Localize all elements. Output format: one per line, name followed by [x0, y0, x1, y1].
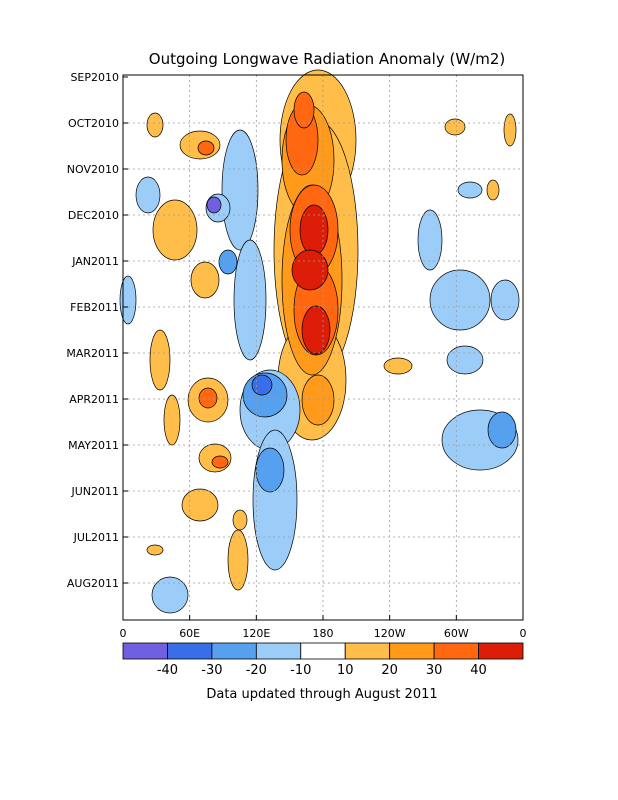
y-tick-label: MAR2011 — [66, 347, 119, 360]
colorbar-swatch — [300, 642, 346, 660]
colorbar-swatch — [344, 642, 391, 660]
anomaly-contour — [299, 204, 329, 256]
footer-note: Data updated through August 2011 — [206, 687, 437, 702]
anomaly-contour — [233, 239, 267, 361]
colorbar-label: -30 — [201, 663, 222, 678]
anomaly-contour — [444, 118, 466, 136]
colorbar-label: 10 — [337, 663, 354, 678]
anomaly-contour — [221, 129, 259, 251]
x-tick-label: 0 — [520, 627, 527, 640]
anomaly-contour — [163, 394, 181, 446]
colorbar-label: 40 — [470, 663, 487, 678]
colorbar-swatch — [389, 642, 435, 660]
colorbar-label: -40 — [157, 663, 178, 678]
colorbar-label: 30 — [426, 663, 443, 678]
anomaly-contour — [197, 140, 215, 156]
anomaly-contour — [152, 199, 198, 261]
anomaly-contour — [486, 179, 500, 201]
anomaly-contour — [218, 249, 238, 275]
anomaly-contour — [119, 275, 137, 325]
anomaly-contour — [487, 411, 517, 449]
y-axis: SEP2010 OCT2010 NOV2010 DEC2010 JAN2011 FEB20… — [66, 71, 128, 590]
y-tick-label: JUL2011 — [73, 531, 119, 544]
anomaly-contour — [429, 269, 491, 331]
anomaly-contour — [227, 529, 249, 591]
anomaly-contour — [190, 261, 220, 299]
colorbar-label: 20 — [381, 663, 398, 678]
x-axis: 0 60E 120E 180 120W 60W 0 — [120, 615, 527, 640]
anomaly-contour — [151, 576, 189, 614]
y-tick-label: OCT2010 — [68, 117, 119, 130]
anomaly-contour — [301, 374, 335, 426]
x-tick-label: 60E — [179, 627, 200, 640]
anomaly-contour — [146, 544, 164, 556]
anomaly-contour — [135, 176, 161, 214]
x-tick-label: 120E — [242, 627, 270, 640]
anomaly-contour — [417, 209, 443, 271]
y-tick-label: FEB2011 — [70, 301, 119, 314]
anomaly-contour — [181, 488, 219, 522]
x-tick-label: 120W — [374, 627, 406, 640]
colorbar-label: -20 — [246, 663, 267, 678]
colorbar-swatch — [478, 642, 524, 660]
anomaly-contour — [211, 455, 229, 469]
anomaly-contour — [457, 181, 483, 199]
y-tick-label: APR2011 — [69, 393, 119, 406]
y-tick-label: DEC2010 — [68, 209, 119, 222]
anomaly-contour — [255, 447, 285, 493]
y-tick-label: NOV2010 — [67, 163, 119, 176]
anomaly-contour — [291, 249, 329, 291]
anomaly-contour — [293, 91, 315, 129]
colorbar-swatch — [433, 642, 479, 660]
y-tick-label: SEP2010 — [70, 71, 119, 84]
x-tick-label: 60W — [444, 627, 469, 640]
colorbar: -40 -30 -20 -10 10 20 30 40 — [122, 642, 524, 678]
y-tick-label: JAN2011 — [71, 255, 119, 268]
y-tick-label: MAY2011 — [68, 439, 119, 452]
anomaly-contour — [146, 112, 164, 138]
colorbar-swatch — [255, 642, 302, 660]
anomaly-contour — [503, 113, 517, 147]
x-tick-label: 180 — [313, 627, 334, 640]
heatmap-area — [119, 69, 520, 614]
anomaly-contour — [446, 345, 484, 375]
colorbar-swatch — [167, 642, 213, 660]
x-tick-label: 0 — [120, 627, 127, 640]
colorbar-swatch — [211, 642, 257, 660]
anomaly-contour — [198, 387, 218, 409]
colorbar-swatch — [122, 642, 168, 660]
anomaly-contour — [251, 374, 273, 396]
colorbar-label: -10 — [290, 663, 311, 678]
grid-lines — [123, 75, 523, 620]
anomaly-contour — [301, 305, 331, 355]
anomaly-contour — [149, 329, 171, 391]
chart-title: Outgoing Longwave Radiation Anomaly (W/m… — [149, 50, 505, 68]
anomaly-contour — [383, 357, 413, 375]
anomaly-contour — [206, 196, 222, 214]
anomaly-contour — [490, 279, 520, 321]
y-tick-label: JUN2011 — [70, 485, 119, 498]
anomaly-contour — [232, 509, 248, 531]
y-tick-label: AUG2011 — [67, 577, 119, 590]
